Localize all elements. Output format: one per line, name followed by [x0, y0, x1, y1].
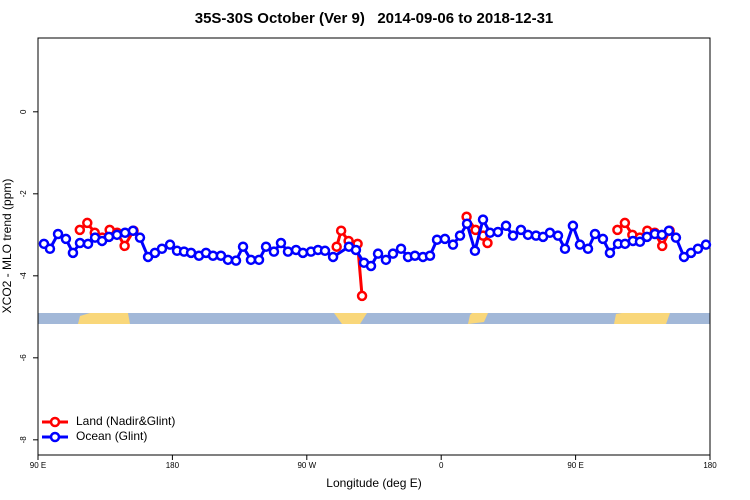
- point: [380, 254, 392, 266]
- point: [127, 225, 139, 236]
- land-patch: [468, 313, 488, 324]
- point: [507, 230, 519, 241]
- y-tick-label: 0: [19, 109, 28, 114]
- point: [589, 228, 601, 240]
- land-patch: [334, 313, 367, 324]
- x-tick-label: 90 W: [297, 461, 316, 470]
- point: [335, 225, 347, 236]
- x-tick-label: 90 E: [567, 461, 583, 470]
- point: [356, 290, 368, 302]
- point: [245, 254, 257, 266]
- point: [663, 225, 675, 236]
- point: [500, 220, 512, 232]
- x-tick-label: 180: [166, 461, 180, 470]
- point: [469, 245, 481, 257]
- point: [74, 237, 86, 249]
- point: [670, 232, 682, 243]
- point: [282, 246, 294, 257]
- land-patch: [614, 313, 670, 324]
- point: [454, 230, 466, 241]
- point: [268, 246, 280, 257]
- point: [52, 228, 64, 240]
- point: [60, 233, 72, 245]
- point: [447, 239, 459, 250]
- point: [395, 243, 407, 255]
- point: [230, 255, 242, 266]
- x-axis-label: Longitude (deg E): [326, 476, 421, 490]
- point: [103, 231, 115, 243]
- point: [522, 229, 534, 241]
- point: [612, 224, 623, 236]
- point: [222, 254, 234, 266]
- point: [365, 260, 377, 272]
- point: [327, 251, 339, 263]
- point: [552, 230, 564, 241]
- point: [492, 226, 504, 238]
- point: [164, 239, 176, 250]
- point: [331, 241, 342, 252]
- x-tick-label: 180: [703, 461, 717, 470]
- point: [74, 224, 86, 236]
- point: [597, 233, 609, 245]
- point: [82, 217, 93, 229]
- chart-title: 35S-30S October (Ver 9) 2014-09-06 to 20…: [195, 10, 554, 27]
- point: [319, 245, 331, 257]
- point: [134, 232, 146, 243]
- point: [275, 237, 287, 249]
- x-tick-label: 0: [439, 461, 444, 470]
- point: [372, 248, 384, 259]
- point: [119, 240, 130, 252]
- point: [544, 227, 556, 239]
- y-axis-label: XCO2 - MLO trend (ppm): [0, 179, 14, 314]
- point: [111, 229, 123, 241]
- point: [297, 247, 309, 259]
- point: [237, 241, 249, 252]
- point: [253, 254, 265, 266]
- legend-marker: [49, 431, 61, 443]
- x-tick-label: 90 E: [30, 461, 46, 470]
- point: [260, 241, 272, 252]
- y-tick-label: -6: [19, 354, 28, 362]
- land-mask: [38, 313, 710, 324]
- y-tick-label: -4: [19, 272, 28, 280]
- point: [567, 220, 579, 232]
- ocean-strip: [38, 313, 710, 324]
- point: [574, 239, 586, 250]
- point: [700, 239, 712, 250]
- plot-frame: [37, 37, 711, 456]
- legend-marker: [49, 416, 61, 428]
- y-tick-label: -8: [19, 436, 28, 444]
- legend-label: Ocean (Glint): [76, 429, 147, 443]
- point: [559, 243, 571, 255]
- point: [409, 250, 421, 261]
- legend: Land (Nadir&Glint)Ocean (Glint): [42, 414, 175, 443]
- point: [82, 238, 94, 250]
- point: [692, 243, 704, 255]
- land-patch: [78, 313, 130, 324]
- point: [604, 247, 616, 259]
- point: [424, 250, 436, 261]
- point: [156, 243, 168, 255]
- point: [634, 236, 646, 248]
- legend-label: Land (Nadir&Glint): [76, 414, 175, 428]
- point: [461, 218, 473, 229]
- point: [515, 224, 527, 236]
- point: [482, 237, 493, 249]
- point: [582, 243, 594, 255]
- point: [44, 243, 56, 255]
- point: [619, 217, 631, 229]
- point: [656, 240, 668, 252]
- point: [350, 244, 362, 256]
- point: [477, 214, 489, 225]
- point: [387, 248, 399, 259]
- point: [67, 247, 79, 259]
- point: [439, 233, 451, 245]
- y-tick-label: -2: [19, 190, 28, 198]
